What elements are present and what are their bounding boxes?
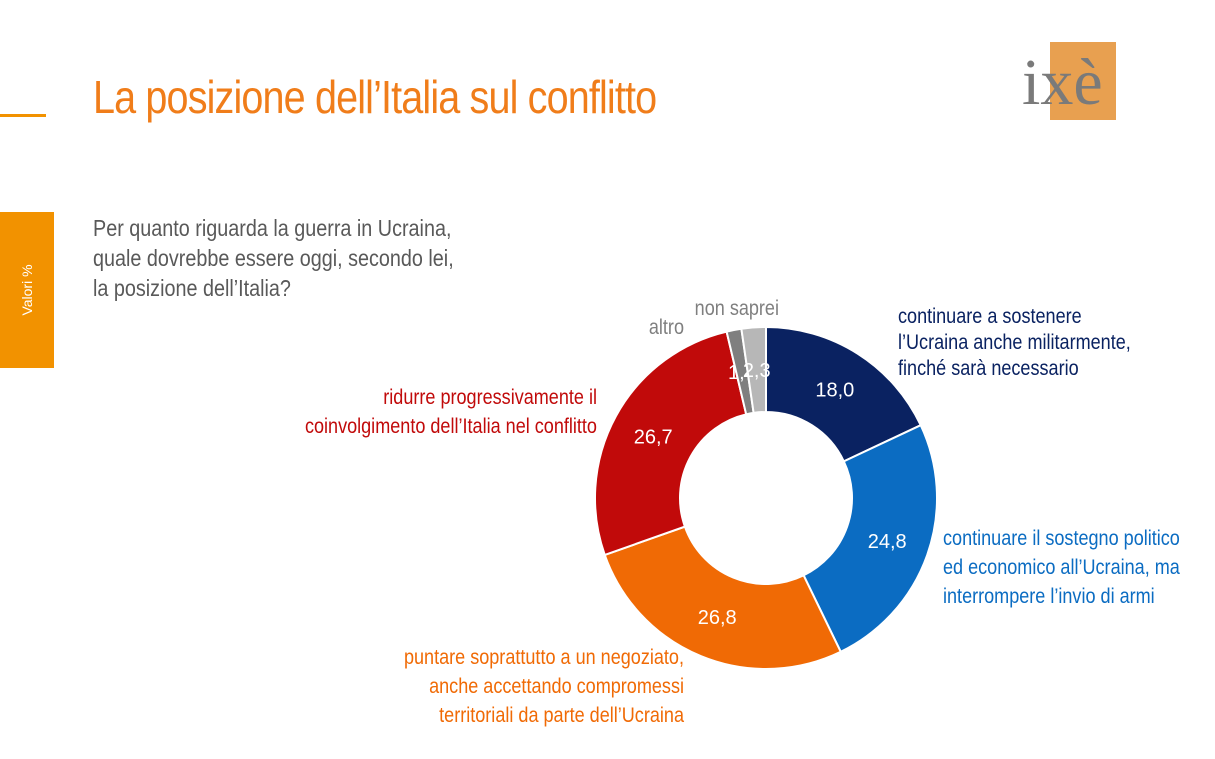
title-accent-rule — [0, 114, 46, 117]
slice-category-label-line: coinvolgimento dell’Italia nel conflitto — [305, 415, 597, 439]
survey-question: Per quanto riguarda la guerra in Ucraina… — [93, 215, 454, 301]
slice-category-label-line: ed economico all’Ucraina, ma — [943, 556, 1180, 580]
slice-category-label: non saprei — [695, 297, 779, 321]
slice-category-label: puntare soprattutto a un negoziato, anche… — [404, 646, 684, 728]
donut-slice — [594, 330, 748, 557]
ixe-logo: ixè — [1022, 42, 1116, 120]
slice-category-label: continuare il sostegno politico ed econom… — [943, 527, 1180, 609]
slice-category-label-line: continuare a sostenere — [898, 305, 1082, 329]
donut-slice — [603, 525, 843, 670]
donut-slice — [765, 325, 923, 463]
slice-category-label-line: interrompere l’invio di armi — [943, 585, 1155, 609]
slice-category-label-line: continuare il sostegno politico — [943, 527, 1180, 551]
slice-category-label-line: anche accettando compromessi — [429, 675, 684, 699]
slice-value-label: 26,7 — [634, 426, 673, 448]
slice-category-label: altro — [649, 316, 684, 340]
donut-slice — [740, 325, 767, 415]
slice-value-label: 24,8 — [868, 531, 907, 553]
slice-category-label-line: ridurre progressivamente il — [383, 386, 597, 410]
slice-category-label-line: territoriali da parte dell’Ucraina — [439, 704, 684, 728]
donut-slice — [802, 423, 938, 654]
slice-category-label-line: non saprei — [695, 297, 779, 321]
slice-category-label: continuare a sostenere l’Ucraina anche mi… — [898, 305, 1131, 381]
slice-value-label: 2,3 — [743, 360, 771, 382]
slice-value-label: 18,0 — [815, 380, 854, 402]
slice-category-label-line: finché sarà necessario — [898, 357, 1079, 381]
slice-category-label: ridurre progressivamente il coinvolgiment… — [305, 386, 597, 439]
slice-category-label-line: puntare soprattutto a un negoziato, — [404, 646, 684, 670]
slice-category-label-line: l’Ucraina anche militarmente, — [898, 331, 1131, 355]
slice-category-label-line: altro — [649, 316, 684, 340]
logo-background — [1050, 42, 1116, 120]
page-title: La posizione dell’Italia sul conflitto — [93, 71, 657, 123]
logo-text: ixè — [1022, 46, 1103, 119]
side-tab: Valori % — [0, 212, 54, 368]
slice-value-label: 26,8 — [698, 607, 737, 629]
